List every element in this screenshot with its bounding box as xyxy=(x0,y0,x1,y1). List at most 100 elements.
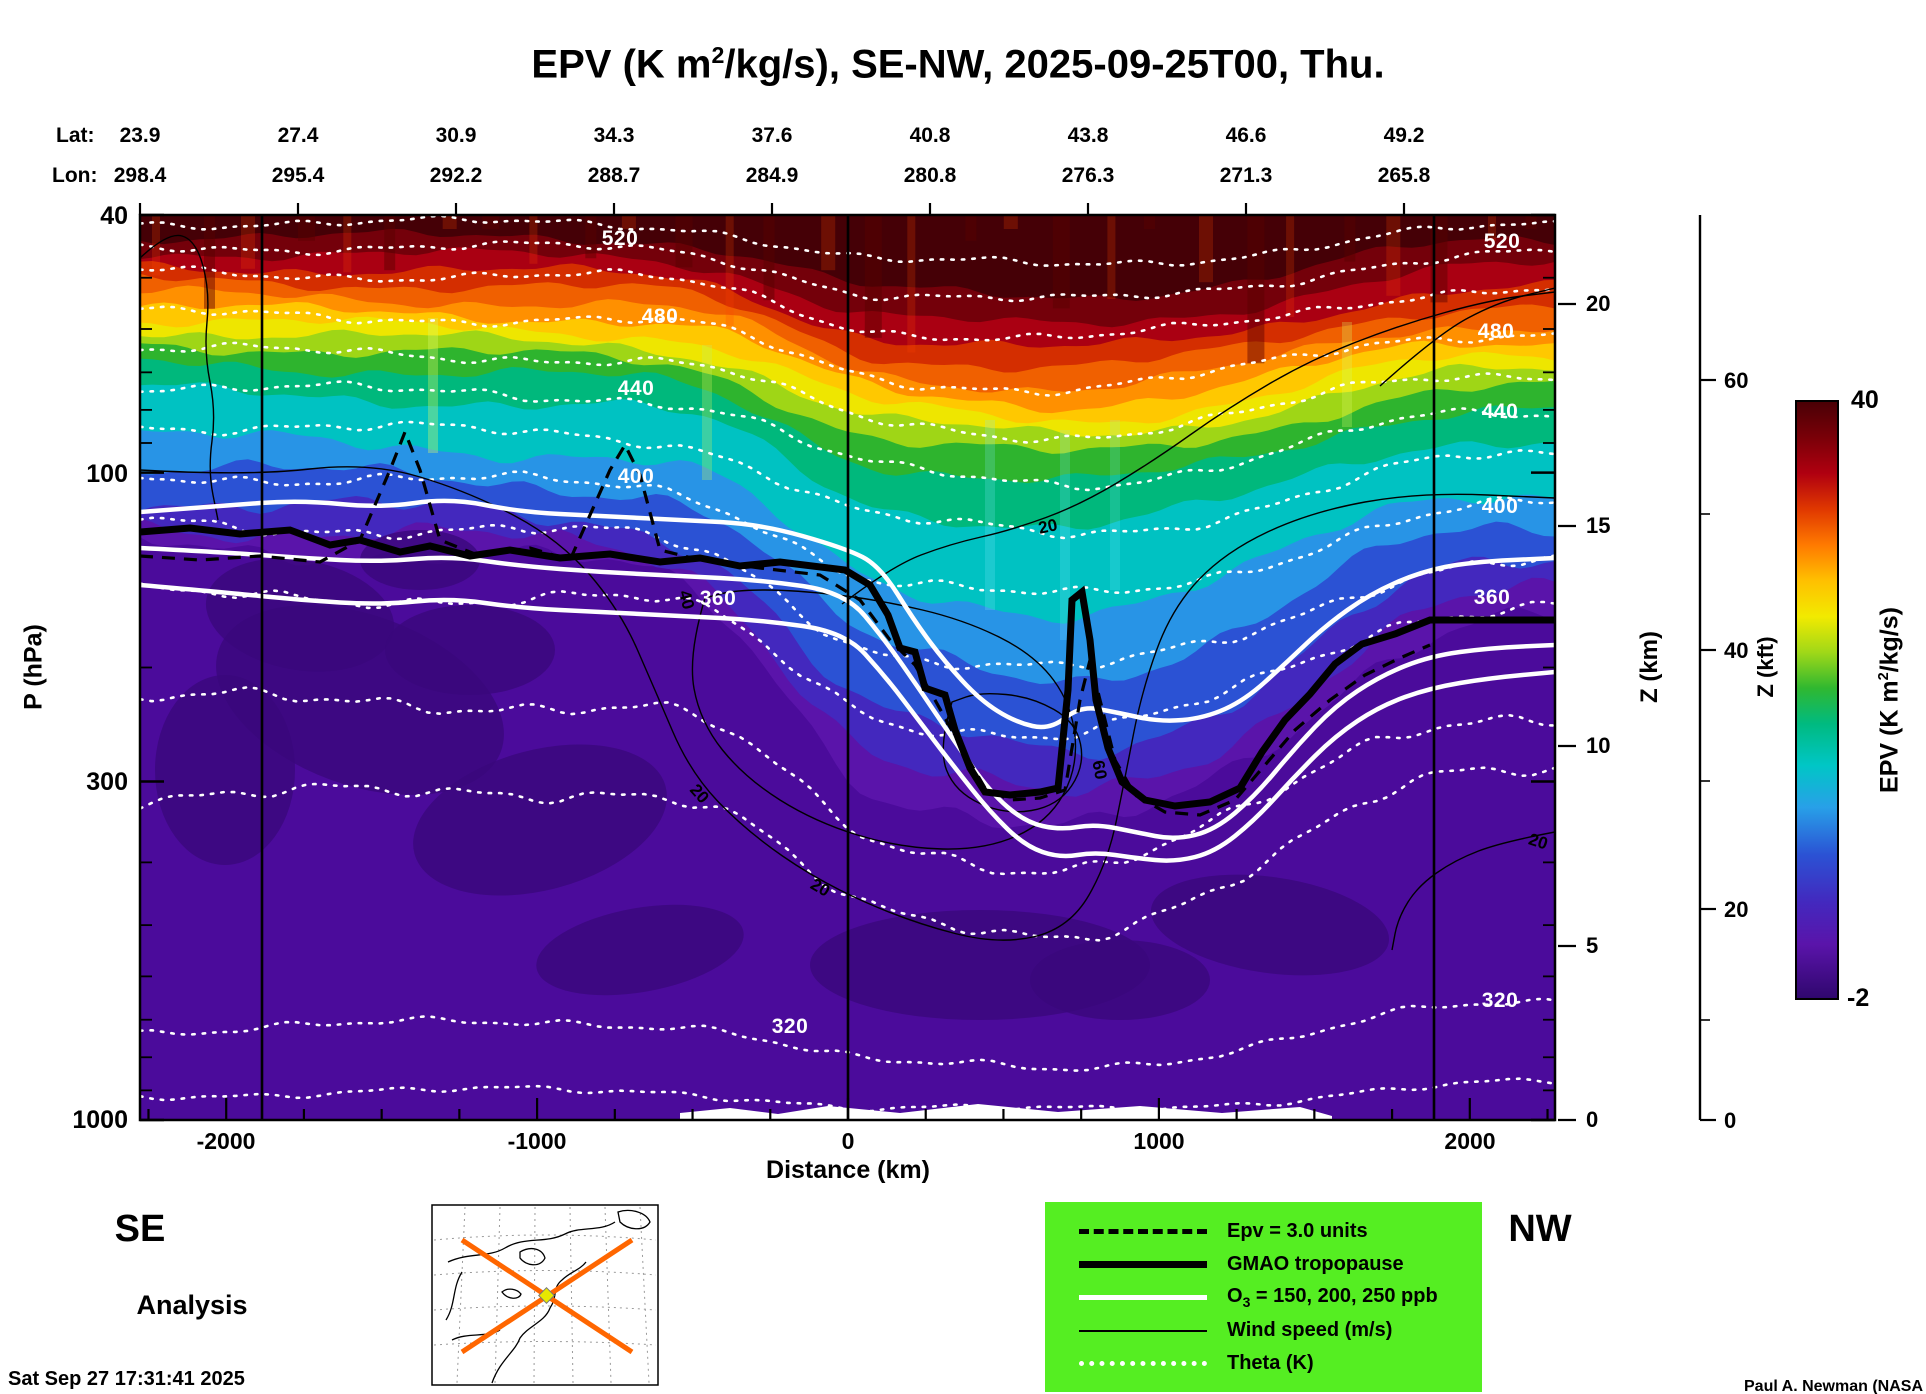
pressure-tick-label: 1000 xyxy=(72,1106,128,1134)
theta-contour-label: 480 xyxy=(641,305,679,328)
thin-line-sample xyxy=(1079,1329,1207,1332)
surface-strip xyxy=(680,1104,1332,1120)
stratosphere-streak xyxy=(675,215,693,268)
pressure-tick-label: 300 xyxy=(86,768,128,796)
lat-tick-label: 49.2 xyxy=(1383,124,1425,147)
lon-tick-label: 295.4 xyxy=(271,164,325,187)
theta-contour-label: 440 xyxy=(1481,400,1519,423)
lon-tick-label: 265.8 xyxy=(1377,164,1431,187)
lat-tick-label: 34.3 xyxy=(593,124,635,147)
stratosphere-streak xyxy=(298,215,315,241)
theta-contour xyxy=(140,766,1555,942)
theta-contour-label: 480 xyxy=(1477,320,1515,343)
map-coastlines xyxy=(445,1209,651,1384)
low-epv-patch xyxy=(155,675,295,865)
dotted-line-sample xyxy=(1079,1361,1207,1366)
legend-row-theta: Theta (K) xyxy=(1045,1347,1482,1380)
theta-contour xyxy=(140,265,1555,342)
analysis-label: Analysis xyxy=(136,1290,248,1320)
theta-contour-label: 320 xyxy=(771,1015,809,1038)
field-streak xyxy=(428,318,438,453)
distance-axis-title: Distance (km) xyxy=(766,1156,930,1184)
legend-label: Wind speed (m/s) xyxy=(1227,1319,1393,1341)
axes-and-ticks xyxy=(138,203,1716,1122)
epv3-contour xyxy=(140,427,1431,817)
theta-contour-label: 320 xyxy=(1481,989,1519,1012)
low-epv-patch xyxy=(1150,874,1390,976)
legend-label: Theta (K) xyxy=(1227,1352,1314,1374)
stratosphere-streak xyxy=(1107,215,1116,299)
se-endpoint-label: SE xyxy=(114,1208,166,1250)
theta-contour-label: 520 xyxy=(601,227,639,250)
stratosphere-streak xyxy=(1199,215,1213,283)
stratosphere-streak xyxy=(529,215,538,264)
field-streak xyxy=(702,345,712,480)
wind-contour-label: 60 xyxy=(1088,758,1111,781)
zkm-tick-label: 20 xyxy=(1586,291,1611,316)
overlay-lines xyxy=(140,427,1555,863)
colorbar-max-label: 40 xyxy=(1851,386,1879,414)
lat-tick-label: 37.6 xyxy=(751,124,793,147)
low-epv-patch xyxy=(1030,940,1210,1020)
legend-row-ozone: O3 = 150, 200, 250 ppb xyxy=(1045,1281,1482,1314)
wind-contour xyxy=(1379,287,1555,387)
wind-contour xyxy=(942,692,1083,813)
theta-contour-label: 400 xyxy=(1481,495,1519,518)
title-post: /kg/s), SE-NW, 2025-09-25T00, Thu. xyxy=(724,42,1385,87)
field-streak xyxy=(1110,420,1120,590)
lat-tick-label: 43.8 xyxy=(1067,124,1109,147)
colorbar-axis-title: EPV (K m2/kg/s) xyxy=(1876,607,1905,793)
legend-label: GMAO tropopause xyxy=(1227,1253,1404,1275)
zkm-tick-label: 5 xyxy=(1586,933,1599,958)
stratosphere-streak xyxy=(384,215,396,271)
theta-contour-label: 400 xyxy=(617,465,655,488)
theta-contour xyxy=(140,516,1555,671)
ozone-label-post: = 150, 200, 250 ppb xyxy=(1250,1285,1438,1307)
creation-timestamp: Sat Sep 27 17:31:41 2025 xyxy=(8,1368,245,1390)
legend-label: O3 = 150, 200, 250 ppb xyxy=(1227,1285,1438,1310)
zkm-tick-label: 10 xyxy=(1586,733,1611,758)
legend-box: Epv = 3.0 units GMAO tropopause O3 = 150… xyxy=(1045,1202,1482,1392)
stratosphere-streak xyxy=(241,215,255,269)
title-pre: EPV (K m xyxy=(531,42,712,87)
ozone-label-pre: O xyxy=(1227,1285,1243,1307)
section-center-marker xyxy=(538,1287,555,1304)
field-streak xyxy=(985,420,995,610)
theta-contour-label: 440 xyxy=(617,377,655,400)
stratosphere-streak xyxy=(763,215,775,301)
theta-contour xyxy=(140,1077,1555,1113)
theta-contour xyxy=(140,240,1555,303)
pressure-tick-label: 40 xyxy=(100,202,128,230)
stratosphere-streak xyxy=(1488,215,1496,242)
zkft-tick-label: 0 xyxy=(1724,1108,1737,1133)
zkft-tick-label: 60 xyxy=(1724,368,1749,393)
dashed-line-sample xyxy=(1079,1229,1207,1234)
stratosphere-streak xyxy=(343,215,352,273)
thick-line-sample xyxy=(1079,1261,1207,1268)
theta-contour-label: 360 xyxy=(699,587,737,610)
lon-tick-label: 276.3 xyxy=(1061,164,1115,187)
stratosphere-streak xyxy=(907,215,916,353)
field-streak xyxy=(1060,430,1070,640)
stratosphere-streak xyxy=(864,215,882,338)
map-inset xyxy=(431,1204,659,1386)
distance-tick-label: 2000 xyxy=(1444,1128,1496,1154)
stratosphere-streak xyxy=(1286,215,1295,317)
low-epv-patch xyxy=(413,744,667,896)
field-streak xyxy=(1342,322,1352,427)
low-epv-patch xyxy=(385,605,555,695)
nw-endpoint-label: NW xyxy=(1508,1208,1572,1250)
ozone-contour xyxy=(140,498,1555,730)
lon-tick-label: 292.2 xyxy=(429,164,483,187)
stratosphere-streak xyxy=(1525,215,1537,229)
stratosphere-streak xyxy=(821,215,836,271)
lat-tick-label: 46.6 xyxy=(1225,124,1267,147)
low-epv-patch xyxy=(205,558,395,672)
title-superscript: 2 xyxy=(711,42,725,68)
zkm-axis-title: Z (km) xyxy=(1636,631,1663,703)
zkft-axis-title: Z (kft) xyxy=(1753,636,1778,698)
distance-tick-label: 1000 xyxy=(1133,1128,1185,1154)
wind-contour xyxy=(140,234,219,521)
zkft-tick-label: 40 xyxy=(1724,638,1749,663)
